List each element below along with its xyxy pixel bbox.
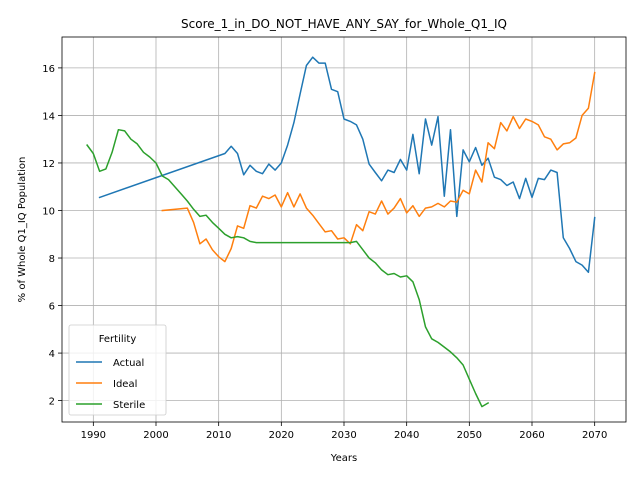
chart-title: Score_1_in_DO_NOT_HAVE_ANY_SAY_for_Whole… <box>181 17 507 31</box>
y-tick-label: 4 <box>49 349 55 360</box>
x-tick-label: 2010 <box>206 430 231 441</box>
axis-ticks: 1990 2000 2010 2020 2030 2040 2050 2060 2070 2 4 6 8… <box>42 64 607 441</box>
series-lines <box>86 56 596 408</box>
legend: Fertility Actual Ideal Sterile <box>68 324 167 416</box>
y-tick-label: 16 <box>42 64 55 75</box>
grid <box>62 37 626 422</box>
series-line-actual <box>98 56 596 274</box>
legend-items: Actual Ideal Sterile <box>76 358 145 411</box>
legend-label-sterile: Sterile <box>113 400 145 411</box>
legend-title: Fertility <box>99 334 137 345</box>
y-tick-label: 6 <box>49 302 55 313</box>
y-tick-label: 14 <box>42 111 55 122</box>
legend-box <box>68 324 167 416</box>
y-tick-label: 12 <box>42 159 55 170</box>
x-tick-label: 2070 <box>582 430 607 441</box>
x-tick-label: 2020 <box>269 430 294 441</box>
y-tick-label: 8 <box>49 254 55 265</box>
legend-label-actual: Actual <box>113 358 144 369</box>
series-line-ideal <box>161 71 596 263</box>
x-axis-title: Years <box>330 453 357 464</box>
legend-label-ideal: Ideal <box>113 379 137 390</box>
x-tick-label: 2060 <box>519 430 544 441</box>
y-tick-label: 2 <box>49 397 55 408</box>
x-tick-label: 2000 <box>143 430 168 441</box>
x-tick-label: 2030 <box>331 430 356 441</box>
x-tick-label: 1990 <box>81 430 106 441</box>
y-tick-label: 10 <box>42 206 55 217</box>
y-axis-title: % of Whole Q1_IQ Population <box>17 157 28 303</box>
x-tick-label: 2040 <box>394 430 419 441</box>
series-line-sterile <box>86 128 490 408</box>
x-tick-label: 2050 <box>457 430 482 441</box>
